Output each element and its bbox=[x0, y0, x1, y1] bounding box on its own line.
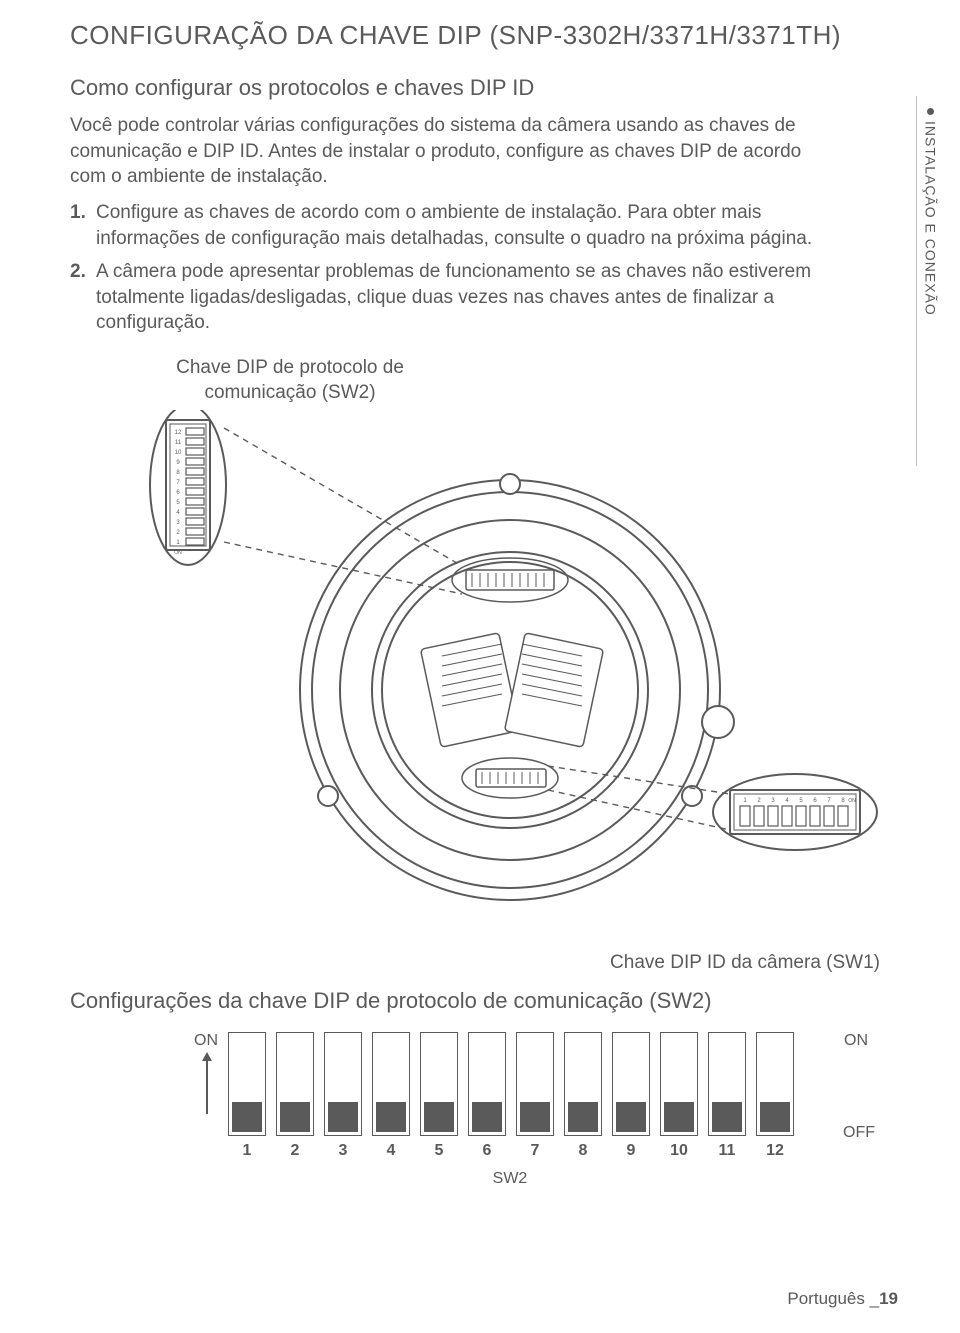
dip-knob bbox=[616, 1102, 646, 1132]
dip-slot-row bbox=[228, 1032, 794, 1136]
dip-knob bbox=[232, 1102, 262, 1132]
dip-knob bbox=[760, 1102, 790, 1132]
dip-on-board-bottom bbox=[462, 758, 558, 798]
dip-on-board-top bbox=[452, 558, 568, 602]
dip-number-row: 123456789101112 bbox=[228, 1142, 794, 1160]
dip-slot bbox=[660, 1032, 698, 1136]
dip-knob bbox=[376, 1102, 406, 1132]
dip-knob bbox=[424, 1102, 454, 1132]
section2-title: Configurações da chave DIP de protocolo … bbox=[70, 988, 900, 1014]
caption-sw2: Chave DIP de protocolo de comunicação (S… bbox=[150, 356, 430, 405]
svg-text:ON: ON bbox=[174, 550, 182, 556]
dip-slot bbox=[468, 1032, 506, 1136]
dip-knob bbox=[520, 1102, 550, 1132]
dip-slot bbox=[756, 1032, 794, 1136]
dip-knob bbox=[472, 1102, 502, 1132]
dip-on-label-left: ON bbox=[194, 1032, 218, 1050]
dip-slot bbox=[564, 1032, 602, 1136]
list-item: 2. A câmera pode apresentar problemas de… bbox=[70, 259, 830, 336]
side-tab-label: INSTALAÇÃO E CONEXÃO bbox=[923, 121, 939, 316]
list-text: A câmera pode apresentar problemas de fu… bbox=[96, 261, 811, 333]
sw1-callout-box bbox=[713, 774, 877, 850]
dip-knob bbox=[712, 1102, 742, 1132]
svg-text:ON: ON bbox=[848, 798, 856, 804]
dip-number: 1 bbox=[228, 1142, 266, 1160]
dip-number: 5 bbox=[420, 1142, 458, 1160]
diagram-area: 1211 109 87 65 43 21 ON bbox=[70, 410, 900, 970]
dip-slot bbox=[324, 1032, 362, 1136]
dip-slot bbox=[276, 1032, 314, 1136]
caption-sw1: Chave DIP ID da câmera (SW1) bbox=[610, 952, 880, 974]
dip-number: 8 bbox=[564, 1142, 602, 1160]
list-number: 1. bbox=[70, 200, 86, 226]
dip-knob bbox=[328, 1102, 358, 1132]
list-number: 2. bbox=[70, 259, 86, 285]
page-footer: Português _19 bbox=[787, 1289, 898, 1309]
dip-knob bbox=[664, 1102, 694, 1132]
dip-on-label-right: ON bbox=[844, 1032, 868, 1050]
dip-number: 11 bbox=[708, 1142, 746, 1160]
dip-number: 2 bbox=[276, 1142, 314, 1160]
dip-number: 7 bbox=[516, 1142, 554, 1160]
dip-number: 4 bbox=[372, 1142, 410, 1160]
side-tab: INSTALAÇÃO E CONEXÃO bbox=[916, 96, 944, 466]
dip-number: 12 bbox=[756, 1142, 794, 1160]
intro-paragraph: Você pode controlar várias configurações… bbox=[70, 113, 830, 190]
dip-slot bbox=[612, 1032, 650, 1136]
dip-number: 6 bbox=[468, 1142, 506, 1160]
arrow-up-icon bbox=[206, 1054, 208, 1114]
instruction-list: 1. Configure as chaves de acordo com o a… bbox=[70, 200, 830, 336]
list-item: 1. Configure as chaves de acordo com o a… bbox=[70, 200, 830, 251]
dip-knob bbox=[280, 1102, 310, 1132]
footer-page-number: 19 bbox=[879, 1289, 898, 1308]
footer-language: Português _ bbox=[787, 1289, 879, 1308]
svg-text:10: 10 bbox=[175, 450, 182, 456]
side-tab-bullet-icon bbox=[927, 108, 934, 115]
dip-slot bbox=[516, 1032, 554, 1136]
dip-number: 10 bbox=[660, 1142, 698, 1160]
dip-number: 9 bbox=[612, 1142, 650, 1160]
dip-off-label-right: OFF bbox=[843, 1124, 875, 1142]
dip-number: 3 bbox=[324, 1142, 362, 1160]
camera-diagram: 1211 109 87 65 43 21 ON bbox=[70, 410, 900, 970]
svg-text:12: 12 bbox=[175, 430, 182, 436]
dip-knob bbox=[568, 1102, 598, 1132]
dip-slot bbox=[708, 1032, 746, 1136]
dip-switch-diagram: ON ON OFF 123456789101112 bbox=[200, 1028, 820, 1168]
svg-text:11: 11 bbox=[175, 440, 182, 446]
dip-slot bbox=[228, 1032, 266, 1136]
section-subtitle: Como configurar os protocolos e chaves D… bbox=[70, 75, 900, 101]
dip-slot bbox=[420, 1032, 458, 1136]
dip-slot bbox=[372, 1032, 410, 1136]
page-title: CONFIGURAÇÃO DA CHAVE DIP (SNP-3302H/337… bbox=[70, 20, 900, 51]
list-text: Configure as chaves de acordo com o ambi… bbox=[96, 202, 812, 249]
dip-sw2-label: SW2 bbox=[200, 1170, 820, 1188]
